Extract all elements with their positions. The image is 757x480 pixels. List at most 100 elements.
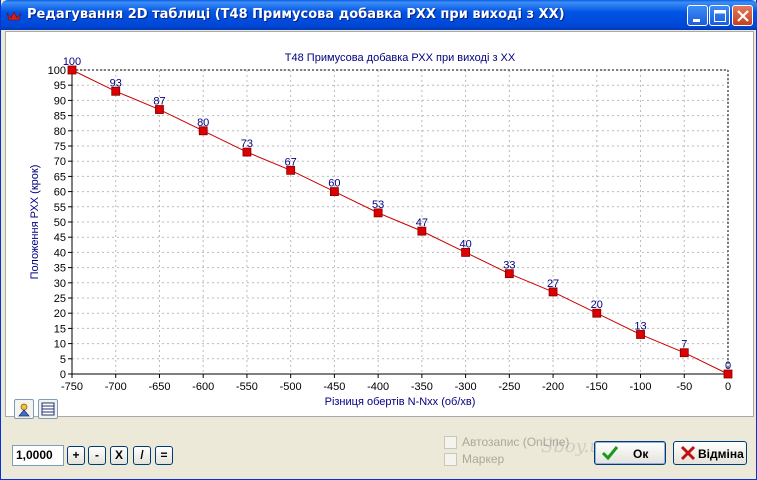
y-tick-label: 65 [54,171,66,183]
close-button[interactable] [732,5,753,26]
assign-button[interactable]: = [155,446,173,465]
data-point-marker [504,269,514,279]
data-point-marker [329,187,339,197]
chart-settings-button[interactable] [14,399,34,419]
cancel-label: Відміна [698,447,744,461]
data-point-label: 93 [110,77,122,89]
y-tick-label: 45 [54,232,66,244]
data-point-label: 40 [459,238,471,250]
y-tick-label: 0 [60,369,66,381]
window-title: Редагування 2D таблиці (T48 Примусова до… [27,7,565,22]
data-point-label: 27 [547,278,559,290]
y-tick-label: 90 [54,95,66,107]
x-tick-label: -700 [105,381,127,393]
data-point-label: 47 [416,217,428,229]
y-tick-label: 80 [54,126,66,138]
add-button[interactable]: + [67,446,85,465]
chart-settings-icon [18,403,30,417]
x-tick-label: -100 [630,381,652,393]
data-point-label: 0 [725,360,731,372]
data-point-label: 53 [372,199,384,211]
x-tick-label: -350 [411,381,433,393]
marker-label: Маркер [462,452,505,466]
y-tick-label: 15 [54,323,66,335]
ok-label: Ок [633,447,649,461]
table-view-button[interactable] [38,399,58,419]
y-tick-label: 60 [54,187,66,199]
ok-button[interactable]: Ок [594,441,666,465]
x-tick-label: 0 [725,381,731,393]
y-tick-label: 20 [54,308,66,320]
maximize-button[interactable] [709,5,730,26]
x-tick-label: -50 [676,381,692,393]
y-tick-label: 75 [54,141,66,153]
data-point-label: 87 [153,96,165,108]
series-line [71,69,729,375]
x-tick-label: -400 [367,381,389,393]
data-point-marker [636,330,645,339]
y-tick-label: 5 [60,354,66,366]
minimize-icon [693,19,700,22]
y-tick-label: 25 [54,293,66,305]
data-point-label: 7 [681,339,687,351]
x-tick-label: -550 [236,381,258,393]
data-point-marker [198,126,208,136]
data-point-marker [373,208,383,218]
x-axis-label: Різниця обертів N-Nxx (об/хв) [325,396,476,408]
marker-checkbox[interactable] [444,453,457,466]
data-point-label: 80 [197,117,209,129]
data-point-marker [286,165,296,175]
y-tick-label: 55 [54,202,66,214]
chart-title: T48 Примусова добавка РХХ при виході з Х… [285,52,516,64]
title-bar[interactable]: Редагування 2D таблиці (T48 Примусова до… [1,0,757,30]
data-point-label: 100 [63,56,81,68]
close-icon [737,10,749,22]
y-tick-label: 85 [54,111,66,123]
subtract-button[interactable]: - [88,446,106,465]
y-tick-label: 40 [54,247,66,259]
data-point-marker [242,147,252,157]
data-point-marker [723,369,733,379]
x-tick-label: -750 [61,381,83,393]
maximize-icon [714,10,726,22]
cancel-button[interactable]: Відміна [673,441,747,465]
data-point-marker [592,308,602,318]
y-tick-label: 50 [54,217,66,229]
divide-button[interactable]: / [133,446,151,465]
data-point-marker [111,86,121,96]
data-point-marker [417,226,427,236]
chart-panel[interactable]: -750 -700 -650 -600 -550 -500 -450 -400 -350 -300… [5,31,754,417]
checkmark-icon [601,446,619,461]
x-tick-label: -300 [455,381,477,393]
autosave-checkbox[interactable] [444,436,457,449]
y-tick-label: 30 [54,278,66,290]
y-tick-label: 95 [54,80,66,92]
x-tick-label: -500 [280,381,302,393]
x-tick-label: -600 [192,381,214,393]
x-tick-label: -450 [323,381,345,393]
data-point-label: 33 [503,260,515,272]
value-input[interactable]: 1,0000 [12,445,64,466]
autosave-label: Автозапис (OnLine) [462,435,570,449]
line-chart[interactable]: -750 -700 -650 -600 -550 -500 -450 -400 -350 -300… [6,32,755,418]
y-axis-label: Положення РХХ (крок) [29,165,41,280]
data-point-label: 20 [591,299,603,311]
y-tick-label: 100 [48,65,66,77]
data-point-marker [155,105,164,114]
x-tick-label: -650 [148,381,170,393]
y-tick-label: 35 [54,263,66,275]
data-point-marker [548,287,558,297]
y-tick-label: 10 [54,339,66,351]
data-point-label: 13 [634,320,646,332]
data-point-label: 73 [241,138,253,150]
data-point-label: 60 [328,178,340,190]
data-point-marker [679,348,689,358]
table-icon [41,402,55,416]
x-tick-label: -150 [586,381,608,393]
x-tick-label: -250 [498,381,520,393]
multiply-button[interactable]: X [110,446,128,465]
minimize-button[interactable] [687,5,708,26]
watermark: Sboy.us [541,436,611,457]
data-point-label: 67 [285,156,297,168]
